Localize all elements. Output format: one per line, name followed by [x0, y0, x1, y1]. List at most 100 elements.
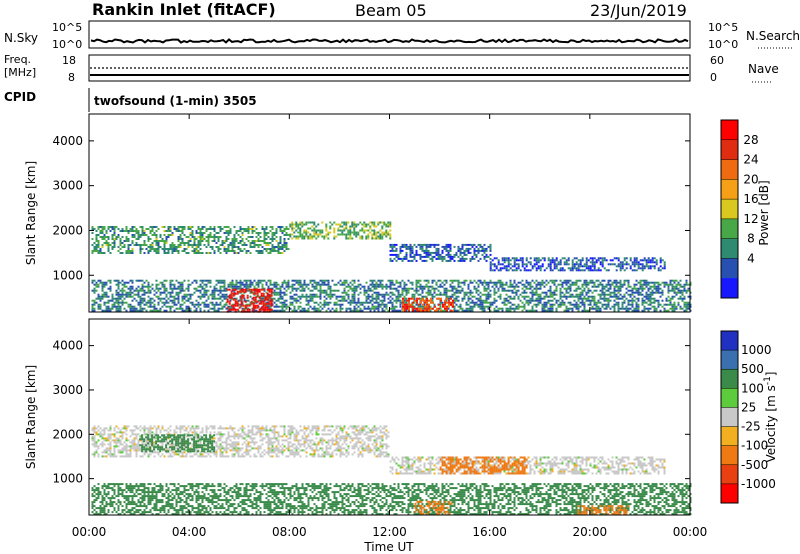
power-cell-1 [367, 235, 370, 238]
velocity-cell-0 [159, 441, 162, 444]
power-cell-4 [303, 309, 306, 312]
power-cell-4 [113, 305, 116, 308]
power-cell-0 [263, 238, 266, 240]
power-cell-4 [675, 287, 678, 290]
power-cell-4 [613, 303, 616, 306]
power-cell-1 [369, 221, 372, 224]
power-cell-4 [293, 287, 296, 290]
velocity-cell-0 [103, 427, 106, 430]
power-cell-4 [399, 299, 402, 302]
velocity-cell-0 [175, 425, 178, 428]
power-cell-4 [667, 299, 670, 302]
power-cell-3 [555, 257, 558, 260]
power-cell-4 [655, 309, 658, 312]
power-cell-4 [543, 285, 546, 288]
power-cell-4 [175, 307, 178, 310]
power-cell-1 [363, 225, 366, 228]
velocity-cell-0 [147, 443, 150, 446]
power-cell-4 [645, 297, 648, 300]
power-cell-4 [479, 301, 482, 304]
power-cell-2 [405, 243, 408, 246]
power-cell-5 [262, 288, 265, 291]
power-cell-3 [629, 265, 632, 268]
power-cell-4 [585, 293, 588, 296]
power-cell-4 [487, 281, 490, 284]
power-cell-4 [179, 281, 182, 284]
power-cell-3 [641, 259, 644, 262]
power-cell-4 [521, 287, 524, 290]
power-cell-3 [489, 269, 492, 272]
power-cell-0 [199, 238, 202, 240]
power-cell-0 [235, 246, 238, 248]
power-cell-6 [402, 307, 404, 310]
power-cell-0 [213, 230, 216, 232]
power-cell-2 [389, 249, 392, 252]
power-cell-4 [469, 289, 472, 292]
power-cell-6 [452, 305, 454, 308]
velocity-cell-0 [135, 425, 138, 428]
power-cell-1 [311, 221, 314, 224]
power-cell-3 [649, 265, 652, 268]
power-cell-2 [439, 257, 442, 260]
power-cell-4 [475, 287, 478, 290]
power-cell-4 [395, 287, 398, 290]
power-cell-0 [99, 250, 102, 252]
power-cell-4 [411, 287, 414, 290]
power-cell-0 [119, 242, 122, 244]
power-cell-4 [615, 279, 618, 282]
power-cell-4 [667, 309, 670, 312]
power-cell-5 [266, 298, 269, 301]
power-cell-4 [567, 281, 570, 284]
power-cell-4 [627, 289, 630, 292]
power-cell-6 [402, 299, 404, 302]
power-cell-4 [207, 289, 210, 292]
power-cell-0 [107, 246, 110, 248]
y-tick-label: 1000 [52, 268, 83, 282]
power-cell-4 [321, 283, 324, 286]
power-cell-1 [345, 233, 348, 236]
power-cell-0 [225, 250, 228, 252]
power-cell-4 [341, 291, 344, 294]
power-cell-0 [279, 246, 282, 248]
power-cell-5 [262, 306, 265, 309]
power-cell-0 [283, 234, 286, 236]
power-cell-2 [459, 259, 462, 262]
power-cell-0 [107, 236, 110, 238]
power-cell-1 [361, 235, 364, 238]
power-cell-0 [149, 248, 152, 250]
power-cell-5 [264, 304, 267, 307]
power-cell-4 [577, 297, 580, 300]
power-cell-0 [179, 230, 182, 232]
power-cell-4 [595, 289, 598, 292]
power-cell-4 [405, 283, 408, 286]
power-cell-0 [181, 250, 184, 252]
power-cell-0 [227, 244, 230, 246]
power-cell-4 [535, 293, 538, 296]
power-cell-2 [453, 245, 456, 248]
power-cell-4 [321, 289, 324, 292]
power-cell-4 [281, 281, 284, 284]
power-cell-0 [223, 240, 226, 242]
power-cell-4 [673, 279, 676, 282]
power-cell-2 [401, 259, 404, 262]
power-cell-3 [515, 263, 518, 266]
power-cell-4 [445, 279, 448, 282]
power-cell-3 [539, 259, 542, 262]
power-cell-0 [91, 232, 94, 234]
power-cell-4 [223, 287, 226, 290]
power-cell-1 [291, 221, 294, 224]
power-cell-4 [219, 301, 222, 304]
power-cell-4 [133, 293, 136, 296]
power-cell-1 [365, 235, 368, 238]
velocity-cell-0 [97, 429, 100, 432]
power-cell-4 [301, 295, 304, 298]
power-cell-4 [125, 281, 128, 284]
power-cell-4 [515, 285, 518, 288]
power-cell-3 [591, 265, 594, 268]
power-cell-4 [599, 301, 602, 304]
power-cell-0 [165, 238, 168, 240]
power-cell-0 [111, 246, 114, 248]
power-cell-4 [603, 279, 606, 282]
power-cell-4 [275, 285, 278, 288]
power-cell-0 [115, 226, 118, 228]
